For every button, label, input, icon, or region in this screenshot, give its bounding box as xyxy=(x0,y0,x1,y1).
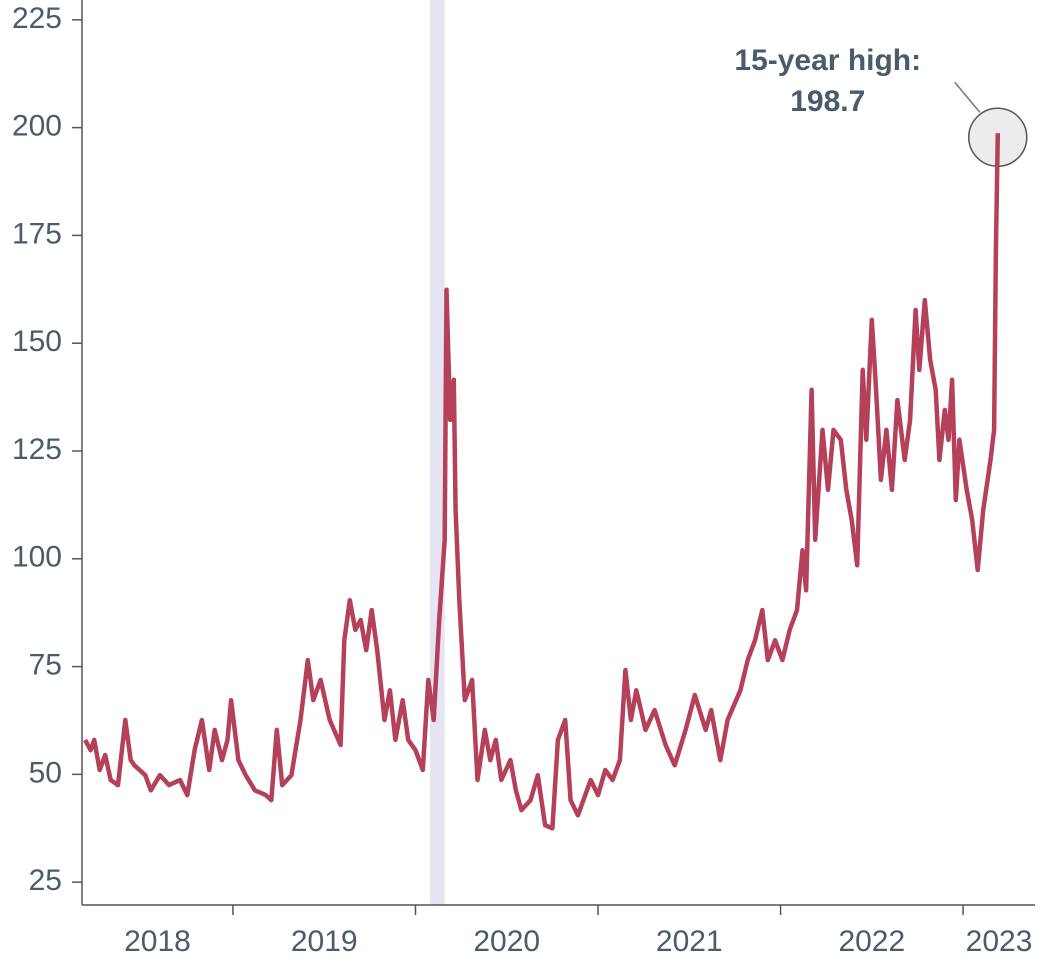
y-tick-label: 100 xyxy=(12,541,62,574)
x-tick-label: 2019 xyxy=(291,925,358,958)
x-tick-label: 2023 xyxy=(966,925,1033,958)
x-tick-label: 2021 xyxy=(656,925,723,958)
y-tick-label: 50 xyxy=(29,756,62,789)
y-tick-label: 200 xyxy=(12,110,62,143)
annotation-label: 15-year high: xyxy=(734,44,921,77)
shaded-region xyxy=(430,0,445,905)
annotation-connector xyxy=(954,81,981,113)
y-tick-label: 75 xyxy=(29,648,62,681)
y-tick-label: 225 xyxy=(12,2,62,35)
line xyxy=(83,133,1001,831)
y-tick-label: 25 xyxy=(29,864,62,897)
x-tick-label: 2018 xyxy=(124,925,191,958)
x-tick-label: 2022 xyxy=(838,925,905,958)
annotation-value: 198.7 xyxy=(790,85,865,118)
x-tick-label: 2020 xyxy=(473,925,540,958)
y-tick-label: 125 xyxy=(12,433,62,466)
y-tick-label: 150 xyxy=(12,325,62,358)
y-tick-label: 175 xyxy=(12,217,62,250)
